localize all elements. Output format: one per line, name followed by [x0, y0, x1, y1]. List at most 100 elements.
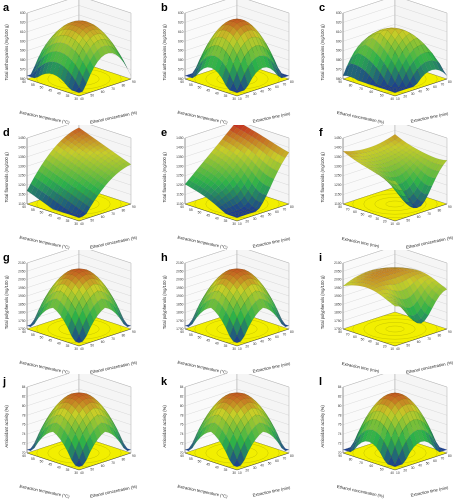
y-tick-label: 60	[353, 210, 357, 214]
z-tick-label: 1450	[334, 136, 342, 140]
surface-facet	[357, 68, 366, 82]
z-tick-label: 1100	[334, 202, 341, 206]
surface-facet	[354, 46, 362, 56]
x-tick-label: 70	[283, 332, 287, 336]
panel-letter: j	[2, 376, 6, 388]
surface-facet	[365, 272, 373, 275]
y-tick-label: 50	[40, 86, 44, 90]
x-tick-label: 50	[406, 218, 410, 222]
y-tick-label: 30	[375, 342, 379, 346]
wall-gridline	[184, 249, 290, 263]
floor-contour	[385, 200, 405, 207]
y-tick-label: 50	[40, 460, 44, 464]
x-axis-label: Extraction time (min)	[252, 360, 291, 373]
surface-facet	[357, 156, 366, 160]
surface-facet	[38, 428, 46, 443]
surface-facet	[353, 279, 362, 282]
y-axis-label: Extraction temperature (°C)	[19, 234, 71, 249]
surface-facet	[41, 300, 50, 314]
z-tick-label: 1200	[334, 183, 342, 187]
z-tick-label: 1400	[18, 145, 26, 149]
z-axis-label: Antioxidant activity (%)	[4, 405, 9, 448]
x-axis-label: Ethanol concentration (%)	[89, 110, 138, 125]
surface-facet	[52, 144, 61, 152]
x-tick-label: 90	[132, 454, 136, 458]
x-tick-label: 70	[111, 461, 115, 465]
surface-facet	[188, 438, 197, 452]
x-tick-label: 40	[396, 222, 400, 226]
wall-gridline	[184, 261, 290, 280]
surface-facet	[45, 153, 54, 162]
surface-facet	[34, 65, 42, 79]
surface-facet	[346, 444, 355, 453]
y-axis-line	[184, 203, 238, 221]
z-tick-label: 630	[178, 11, 184, 15]
surface-facet	[214, 156, 223, 164]
z-tick-label: 630	[336, 11, 342, 15]
surface-facet	[52, 35, 61, 45]
z-tick-label: 1300	[176, 164, 184, 168]
surface-mesh	[342, 27, 448, 93]
surface-facet	[56, 402, 65, 411]
z-tick-label: 1850	[334, 302, 342, 306]
y-axis-label: Extraction temperature (°C)	[19, 484, 71, 499]
y-axis-line	[26, 453, 80, 471]
surface-facet	[199, 168, 208, 175]
z-tick-label: 630	[20, 11, 26, 15]
surface-mesh	[342, 133, 448, 208]
y-tick-label: 45	[206, 213, 210, 217]
x-axis-line	[236, 453, 290, 471]
surface-facet	[365, 274, 373, 278]
surface-facet	[233, 459, 241, 468]
surface-facet	[199, 300, 208, 314]
x-axis-line	[236, 203, 290, 221]
y-tick-label: 60	[370, 90, 374, 94]
x-tick-label: 10	[396, 97, 400, 101]
surface-facet	[368, 63, 377, 80]
y-tick-label: 55	[189, 208, 193, 212]
y-tick-label: 45	[206, 338, 210, 342]
z-axis-label: Total flavonoids (mg/100 g)	[4, 151, 9, 202]
z-tick-label: 76	[22, 423, 26, 427]
surface-facet	[372, 30, 381, 35]
surface-facet	[192, 59, 200, 76]
surface-facet	[49, 61, 57, 75]
x-tick-label: 60	[433, 85, 437, 89]
surface-facet	[376, 172, 384, 178]
floor-contour	[363, 193, 427, 215]
chart-panel-i: 1700 1750 1800 1850 1900 1950 2000 2050 2100 40 50…	[316, 249, 474, 375]
z-tick-label: 2000	[334, 277, 342, 281]
y-tick-label: 30	[232, 222, 236, 226]
surface-facet	[210, 182, 219, 191]
surface-facet	[365, 269, 373, 272]
z-tick-label: 600	[20, 39, 26, 43]
x-tick-label: 50	[406, 343, 410, 347]
surface-facet	[354, 65, 362, 81]
x-tick-label: 20	[245, 95, 249, 99]
z-tick-label: 1900	[176, 294, 184, 298]
surface-facet	[52, 174, 61, 184]
z-tick-label: 76	[180, 423, 184, 427]
z-tick-label: 74	[338, 432, 342, 436]
y-axis-line	[26, 328, 80, 346]
z-tick-label: 1850	[18, 302, 26, 306]
x-axis-label: Ethanol concentration (%)	[89, 484, 138, 499]
z-tick-label: 610	[20, 30, 26, 34]
surface-plot-g: 1700 1750 1800 1850 1900 1950 2000 2050 2100 40 50…	[3, 249, 138, 374]
x-axis-line	[78, 453, 132, 471]
y-axis-line	[342, 328, 396, 346]
y-tick-label: 90	[338, 80, 342, 84]
surface-facet	[56, 301, 65, 316]
x-tick-label: 80	[448, 454, 452, 458]
x-tick-label: 40	[80, 222, 84, 226]
x-tick-label: 20	[245, 219, 249, 223]
y-tick-label: 55	[189, 457, 193, 461]
wall-gridline	[342, 261, 448, 280]
z-tick-label: 1250	[334, 173, 342, 177]
x-tick-label: 70	[111, 212, 115, 216]
surface-facet	[56, 186, 65, 196]
x-tick-label: 80	[438, 333, 442, 337]
surface-facet	[192, 432, 200, 449]
z-tick-label: 1100	[176, 202, 183, 206]
x-tick-label: 60	[275, 459, 279, 463]
